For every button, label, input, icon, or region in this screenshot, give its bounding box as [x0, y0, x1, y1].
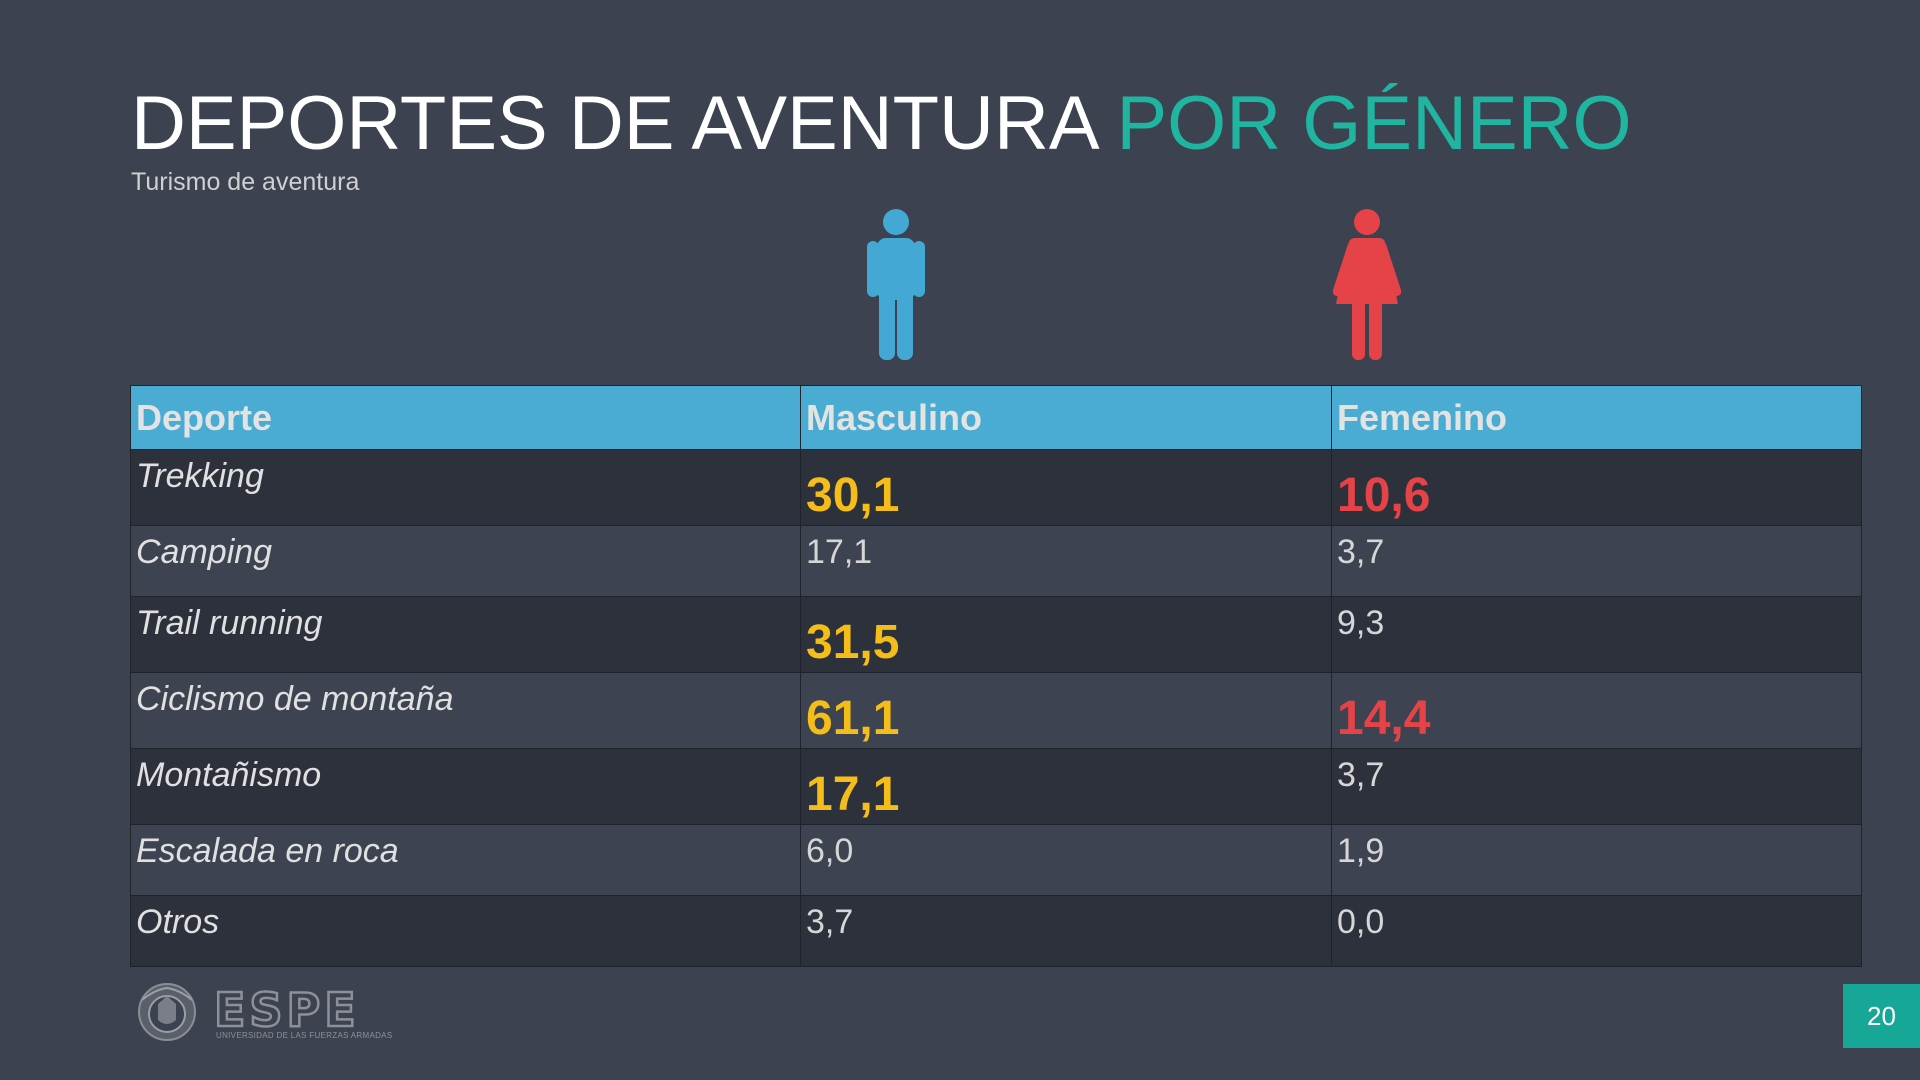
logo-wordmark: ESPE — [214, 983, 360, 1037]
header-masculino: Masculino — [800, 385, 1332, 450]
masculino-cell: 17,1 — [800, 525, 1332, 597]
femenino-cell: 14,4 — [1331, 672, 1862, 749]
table-row: Montañismo 17,1 3,7 — [130, 748, 1862, 825]
slide-subtitle: Turismo de aventura — [131, 168, 360, 196]
masculino-cell: 6,0 — [800, 824, 1332, 896]
header-deporte: Deporte — [130, 385, 801, 450]
table-row: Trail running 31,5 9,3 — [130, 596, 1862, 673]
femenino-cell: 10,6 — [1331, 449, 1862, 526]
masculino-cell: 17,1 — [800, 748, 1332, 825]
femenino-cell: 0,0 — [1331, 895, 1862, 967]
femenino-cell: 3,7 — [1331, 748, 1862, 825]
femenino-cell: 3,7 — [1331, 525, 1862, 597]
sport-cell: Montañismo — [130, 748, 801, 825]
page-number: 20 — [1843, 984, 1920, 1048]
sport-cell: Otros — [130, 895, 801, 967]
sport-cell: Ciclismo de montaña — [130, 672, 801, 749]
header-femenino: Femenino — [1331, 385, 1862, 450]
slide-title: DEPORTES DE AVENTURA POR GÉNERO — [131, 78, 1632, 169]
table-row: Ciclismo de montaña 61,1 14,4 — [130, 672, 1862, 749]
masculino-cell: 61,1 — [800, 672, 1332, 749]
sport-cell: Trail running — [130, 596, 801, 673]
table-row: Trekking 30,1 10,6 — [130, 449, 1862, 526]
title-accent: POR GÉNERO — [1116, 81, 1632, 166]
crest-icon — [138, 983, 196, 1041]
femenino-cell: 9,3 — [1331, 596, 1862, 673]
female-person-icon — [1327, 208, 1407, 360]
sports-by-gender-table: Deporte Masculino Femenino Trekking 30,1… — [130, 385, 1862, 967]
masculino-cell: 30,1 — [800, 449, 1332, 526]
table-row: Escalada en roca 6,0 1,9 — [130, 824, 1862, 896]
table-row: Camping 17,1 3,7 — [130, 525, 1862, 597]
sport-cell: Trekking — [130, 449, 801, 526]
title-main: DEPORTES DE AVENTURA — [131, 81, 1117, 166]
femenino-cell: 1,9 — [1331, 824, 1862, 896]
masculino-cell: 3,7 — [800, 895, 1332, 967]
table-header-row: Deporte Masculino Femenino — [130, 385, 1862, 450]
sport-cell: Camping — [130, 525, 801, 597]
male-person-icon — [856, 208, 936, 360]
masculino-cell: 31,5 — [800, 596, 1332, 673]
logo-caption: UNIVERSIDAD DE LAS FUERZAS ARMADAS — [216, 1031, 393, 1040]
espe-logo: ESPE UNIVERSIDAD DE LAS FUERZAS ARMADAS — [134, 982, 434, 1042]
table-row: Otros 3,7 0,0 — [130, 895, 1862, 967]
sport-cell: Escalada en roca — [130, 824, 801, 896]
